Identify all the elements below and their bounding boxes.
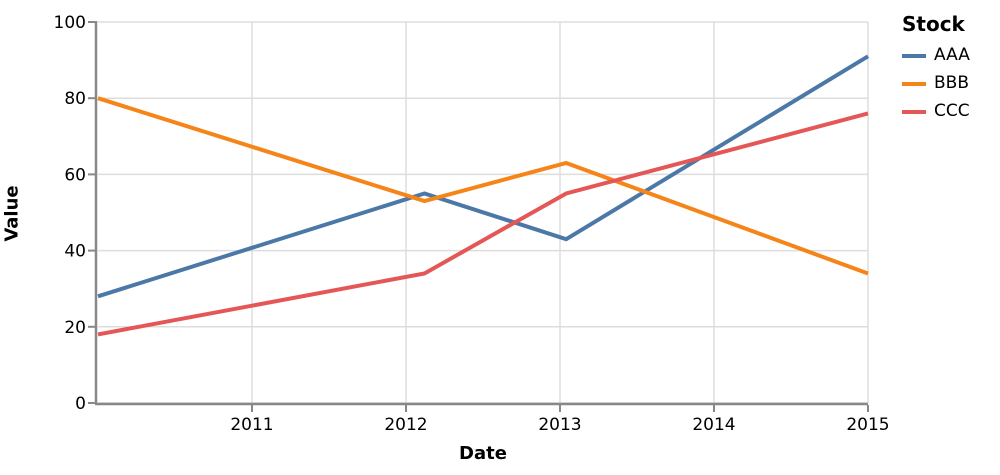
x-tick-label: 2011	[230, 415, 273, 435]
legend-label: AAA	[934, 45, 970, 65]
y-axis-title: Value	[1, 185, 23, 242]
y-tick-label: 40	[64, 242, 86, 262]
x-tick-label: 2014	[692, 415, 735, 435]
legend-item-aaa: AAA	[902, 46, 970, 65]
legend: Stock AAA BBB CCC	[902, 12, 970, 130]
legend-title: Stock	[902, 12, 965, 36]
series-line-aaa	[97, 54, 870, 299]
series-line-bbb	[97, 96, 869, 276]
legend-label: BBB	[934, 73, 969, 93]
series-color-swatch	[902, 53, 926, 58]
y-tick-label: 20	[64, 318, 86, 338]
legend-label: CCC	[934, 101, 970, 121]
legend-item-bbb: BBB	[902, 74, 970, 93]
legend-item-ccc: CCC	[902, 102, 970, 121]
x-tick-label: 2012	[384, 415, 427, 435]
y-tick-label: 80	[64, 89, 86, 109]
series-color-swatch	[902, 81, 926, 86]
x-axis-title: Date	[459, 443, 507, 464]
y-tick-label: 100	[54, 13, 86, 33]
y-tick-label: 60	[64, 165, 86, 185]
x-tick-label: 2013	[538, 415, 581, 435]
series-color-swatch	[902, 109, 926, 114]
series-line-ccc	[97, 111, 869, 337]
x-tick-label: 2015	[846, 415, 889, 435]
y-tick-label: 0	[75, 394, 86, 414]
